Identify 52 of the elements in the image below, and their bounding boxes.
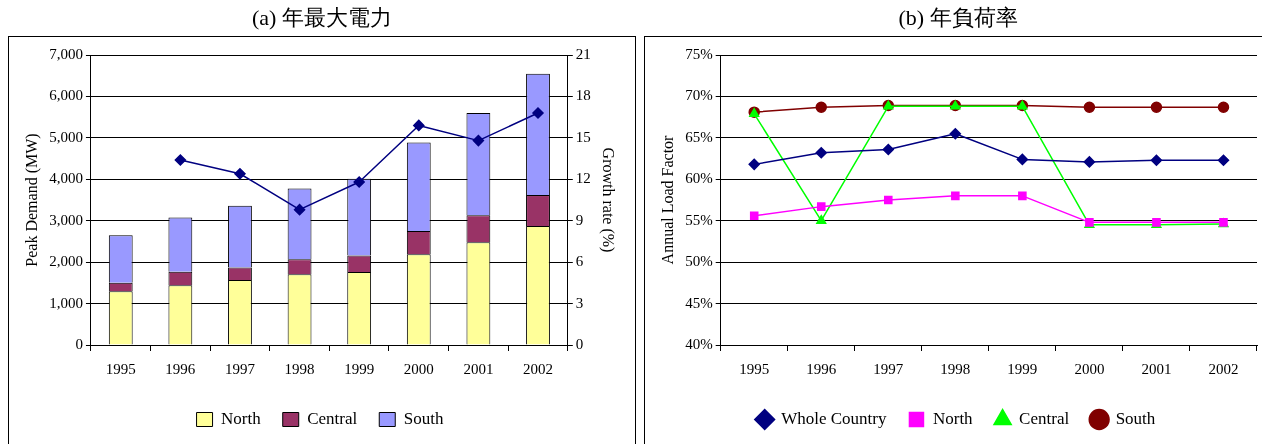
- y-tick-label: 5,000: [49, 128, 83, 145]
- x-tick-label: 2000: [403, 360, 434, 377]
- y2-tick-label: 18: [575, 87, 591, 104]
- x-tick-label: 1995: [105, 360, 136, 377]
- y-tick-label: 7,000: [49, 45, 83, 62]
- x-tick-label: 1995: [739, 360, 770, 377]
- y-tick-label: 6,000: [49, 87, 83, 104]
- legend-label: South: [1115, 408, 1156, 428]
- y-tick-label: 55%: [685, 211, 713, 228]
- y-tick-label: 75%: [685, 45, 713, 62]
- x-tick-label: 1996: [165, 360, 196, 377]
- chart-title: (a) 年最大電力: [251, 4, 393, 32]
- x-tick-label: 1999: [344, 360, 375, 377]
- y2-tick-label: 12: [575, 170, 591, 187]
- x-tick-label: 2002: [523, 360, 553, 377]
- y-tick-label: 40%: [685, 335, 713, 352]
- y2-tick-label: 9: [575, 211, 584, 228]
- y-tick-label: 4,000: [49, 170, 83, 187]
- y-tick-label: 65%: [685, 128, 713, 145]
- y-tick-label: 0: [75, 335, 83, 352]
- x-tick-label: 2000: [1074, 360, 1105, 377]
- x-tick-label: 1999: [1007, 360, 1038, 377]
- y-tick-label: 2,000: [49, 253, 83, 270]
- y2-axis-title: Growth rate (%): [599, 147, 618, 253]
- x-tick-label: 1997: [224, 360, 256, 377]
- y-tick-label: 50%: [685, 253, 713, 270]
- x-tick-label: 2001: [463, 360, 494, 377]
- chart-title: (b) 年負荷率: [897, 4, 1019, 32]
- y-tick-label: 60%: [685, 170, 713, 187]
- y-axis-title: Annual Load Factor: [658, 134, 676, 265]
- legend-label: Central: [1019, 408, 1070, 428]
- x-tick-label: 2002: [1208, 360, 1239, 377]
- y-axis-title: Peak Demand (MW): [22, 133, 41, 267]
- x-tick-label: 1998: [940, 360, 971, 377]
- x-tick-label: 1997: [873, 360, 904, 377]
- y2-tick-label: 3: [575, 294, 584, 311]
- legend-label: Central: [307, 408, 358, 428]
- y-tick-label: 70%: [685, 87, 713, 104]
- y-tick-label: 3,000: [49, 211, 83, 228]
- x-tick-label: 2001: [1141, 360, 1172, 377]
- y2-tick-label: 21: [575, 45, 591, 62]
- y2-tick-label: 6: [575, 253, 584, 270]
- x-tick-label: 1996: [806, 360, 837, 377]
- y-tick-label: 1,000: [49, 294, 83, 311]
- y2-tick-label: 0: [575, 335, 584, 352]
- y2-tick-label: 15: [575, 128, 591, 145]
- legend-label: Whole Country: [781, 408, 887, 428]
- legend-label: North: [932, 408, 974, 428]
- legend-label: North: [221, 408, 262, 428]
- legend-label: South: [403, 408, 444, 428]
- x-tick-label: 1998: [284, 360, 315, 377]
- y-tick-label: 45%: [685, 294, 713, 311]
